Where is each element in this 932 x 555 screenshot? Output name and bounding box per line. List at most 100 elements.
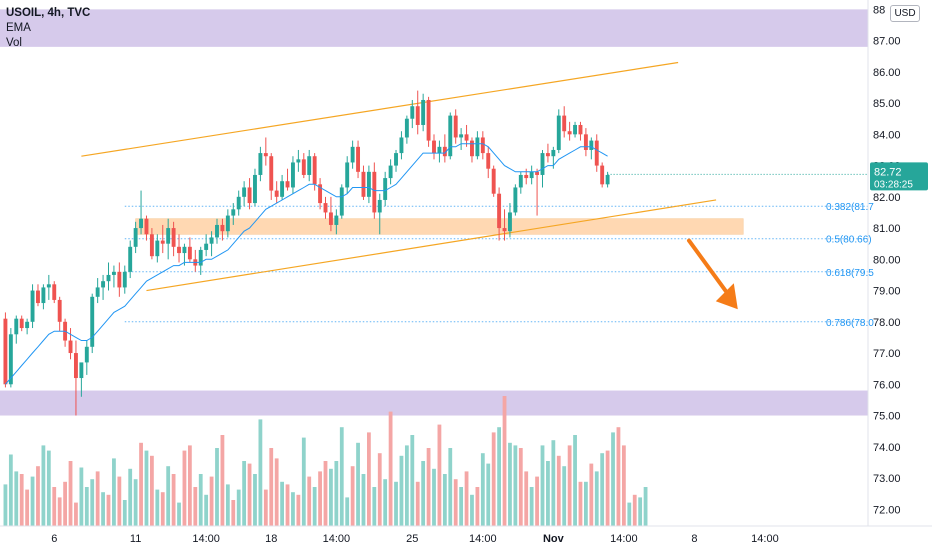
candle-up	[377, 199, 382, 213]
candle-down	[52, 284, 57, 300]
volume-bar-down	[632, 494, 637, 526]
legend-vol[interactable]: Vol	[6, 37, 22, 49]
candle-down	[312, 156, 317, 185]
candle-down	[502, 228, 507, 232]
candle-down	[470, 140, 474, 157]
candle-up	[139, 218, 144, 229]
candle-down	[432, 140, 436, 154]
volume-bar-up	[513, 445, 518, 526]
candle-up	[209, 237, 214, 244]
volume-bar-up	[258, 419, 263, 526]
time-tick-label: 18	[265, 533, 277, 545]
candle-down	[220, 224, 225, 232]
price-tick-label: 74.00	[873, 442, 901, 454]
candle-up	[605, 174, 610, 185]
candle-up	[41, 287, 46, 304]
volume-bar-down	[36, 466, 40, 526]
candle-down	[328, 212, 333, 225]
volume-bar-up	[177, 502, 181, 526]
volume-bar-down	[426, 448, 431, 526]
candle-down	[247, 187, 252, 204]
candle-up	[551, 149, 556, 157]
candle-up	[14, 318, 19, 335]
candle-up	[448, 115, 453, 157]
candle-up	[290, 162, 295, 188]
candle-down	[415, 106, 420, 125]
candle-up	[529, 171, 534, 179]
volume-bar-up	[242, 461, 247, 526]
volume-bar-up	[404, 445, 409, 526]
currency-button[interactable]: USD	[890, 5, 920, 22]
candle-up	[204, 243, 209, 250]
volume-bar-up	[459, 487, 464, 526]
candle-down	[480, 137, 485, 154]
candle-down	[524, 174, 529, 179]
volume-bar-up	[627, 502, 632, 526]
candle-down	[442, 146, 447, 157]
candle-down	[318, 184, 323, 204]
legend-symbol[interactable]: USOIL, 4h, TVC	[6, 7, 91, 19]
candle-down	[361, 171, 366, 197]
volume-bar-up	[594, 471, 599, 526]
price-tick-label: 80.00	[873, 254, 901, 266]
volume-bar-up	[611, 432, 615, 526]
price-tick-label: 87.00	[873, 36, 901, 48]
volume-bar-up	[46, 450, 51, 526]
candle-down	[274, 190, 279, 197]
volume-bar-up	[546, 461, 550, 526]
candle-down	[497, 193, 502, 229]
volume-bar-up	[8, 454, 13, 526]
volume-bar-down	[464, 471, 469, 526]
volume-bar-down	[307, 476, 312, 526]
volume-bar-up	[144, 450, 149, 526]
volume-bar-down	[139, 442, 143, 526]
price-tick-label: 82.00	[873, 192, 901, 204]
volume-bar-up	[204, 494, 209, 526]
volume-bar-up	[600, 453, 605, 526]
candle-down	[562, 115, 567, 132]
candle-up	[182, 246, 187, 254]
candle-up	[394, 153, 398, 166]
candle-down	[73, 353, 78, 379]
drawing-layer	[81, 61, 868, 310]
volume-bar-down	[388, 411, 393, 526]
volume-bar-up	[356, 442, 360, 526]
price-axis[interactable]: 72.00 73.00 74.00 75.00 76.00 77.00 78.00 79.00…	[867, 0, 901, 526]
candle-up	[334, 215, 339, 225]
volume-bar-up	[236, 489, 241, 526]
time-axis[interactable]: 6 11 14:00 18 14:00 25 14:00 Nov 14:00 8 14:00	[0, 525, 932, 545]
price-tick-label: 79.00	[873, 286, 901, 298]
volume-bar-down	[160, 492, 165, 526]
volume-bar-up	[198, 474, 203, 526]
volume-bar-up	[215, 448, 219, 526]
price-tick-label: 81.00	[873, 223, 901, 235]
volume-bar-down	[589, 463, 594, 526]
candle-down	[187, 246, 192, 260]
candle-down	[263, 153, 268, 157]
legend-ema[interactable]: EMA	[6, 22, 31, 34]
volume-bar-down	[171, 474, 176, 526]
volume-bar-up	[643, 487, 648, 526]
candle-up	[513, 187, 518, 213]
volume-bar-down	[578, 481, 583, 526]
candle-down	[491, 168, 496, 194]
chart-legend: USOIL, 4h, TVC EMA Vol	[6, 6, 90, 51]
candle-up	[128, 246, 133, 272]
candle-up	[25, 321, 30, 329]
candle-down	[578, 124, 583, 135]
candle-up	[258, 153, 263, 175]
volume-bar-down	[296, 494, 301, 526]
volume-bar-up	[280, 481, 284, 526]
time-tick-label: 14:00	[469, 533, 497, 545]
volume-bar-up	[101, 492, 105, 526]
volume-bar-up	[638, 497, 643, 526]
last-price-tag-bg	[870, 162, 928, 191]
price-tick-label: 73.00	[873, 473, 901, 485]
volume-bar-down	[193, 487, 198, 526]
volume-bar-up	[470, 494, 474, 526]
candle-up	[253, 174, 257, 204]
candle-up	[350, 146, 355, 163]
price-tick-label: 76.00	[873, 379, 901, 391]
